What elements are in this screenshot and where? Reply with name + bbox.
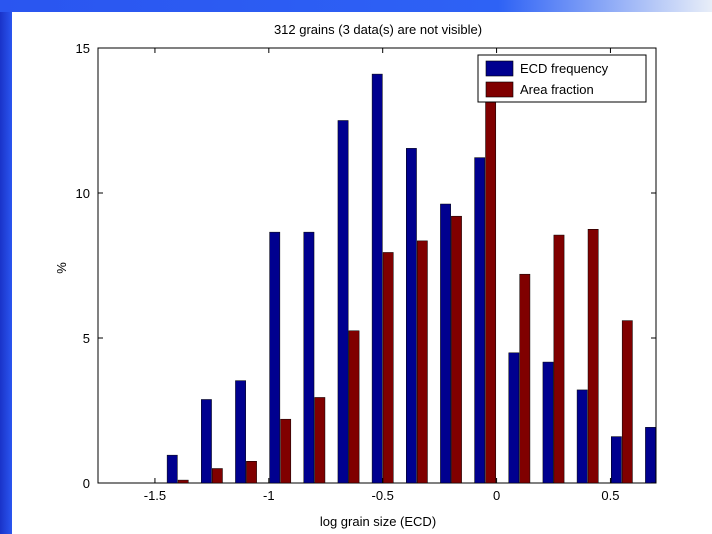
bar-ecd-8 [440, 203, 451, 484]
bar-ecd-0 [166, 454, 178, 484]
bar-area-1 [211, 468, 223, 484]
legend-label-ecd: ECD frequency [520, 61, 609, 76]
bar-area-6 [382, 252, 394, 484]
bar-area-9 [485, 88, 497, 484]
bar-area-10 [519, 273, 531, 484]
y-tick-label: 5 [83, 331, 90, 346]
bar-area-8 [451, 215, 462, 484]
x-tick-label: 0.5 [601, 488, 619, 503]
bar-ecd-2 [235, 380, 246, 484]
bar-ecd-7 [406, 148, 417, 484]
bar-ecd-11 [542, 361, 554, 484]
bar-ecd-14 [645, 427, 656, 484]
bar-area-4 [314, 397, 326, 484]
legend-swatch-area [485, 81, 514, 98]
bar-ecd-6 [371, 73, 383, 484]
area-fraction-bars [177, 88, 633, 484]
bar-ecd-9 [474, 157, 486, 484]
bar-ecd-13 [611, 436, 622, 484]
y-tick-label: 15 [76, 41, 90, 56]
legend-swatch-ecd [485, 60, 514, 77]
x-tick-label: -1.5 [144, 488, 166, 503]
bar-ecd-12 [576, 389, 588, 484]
x-tick-label: 0 [493, 488, 500, 503]
bar-area-0 [177, 479, 189, 484]
x-axis-label: log grain size (ECD) [320, 514, 436, 529]
frame-top-band [0, 0, 712, 12]
x-tick-label: -1 [263, 488, 275, 503]
bar-ecd-10 [508, 352, 520, 484]
axis-ticks: -1.5 -1 -0.5 0 0.5 0 5 10 15 [76, 41, 656, 503]
bar-area-7 [416, 240, 428, 484]
bar-area-11 [553, 234, 565, 484]
legend: ECD frequency Area fraction [477, 54, 647, 103]
bar-ecd-4 [303, 231, 315, 484]
y-tick-label: 0 [83, 476, 90, 491]
bar-area-2 [246, 461, 257, 484]
bar-ecd-3 [269, 231, 281, 484]
legend-label-area: Area fraction [520, 82, 594, 97]
y-axis-label: % [54, 262, 69, 274]
bar-ecd-5 [337, 120, 349, 484]
bar-ecd-1 [201, 399, 212, 484]
frame-left-band [0, 0, 12, 534]
chart-title: 312 grains (3 data(s) are not visible) [274, 22, 482, 37]
bar-area-13 [621, 320, 633, 484]
bar-area-3 [280, 418, 292, 484]
bar-area-5 [348, 330, 360, 484]
y-tick-label: 10 [76, 186, 90, 201]
ecd-frequency-bars [166, 73, 656, 484]
bar-area-12 [587, 229, 599, 484]
x-tick-label: -0.5 [371, 488, 393, 503]
